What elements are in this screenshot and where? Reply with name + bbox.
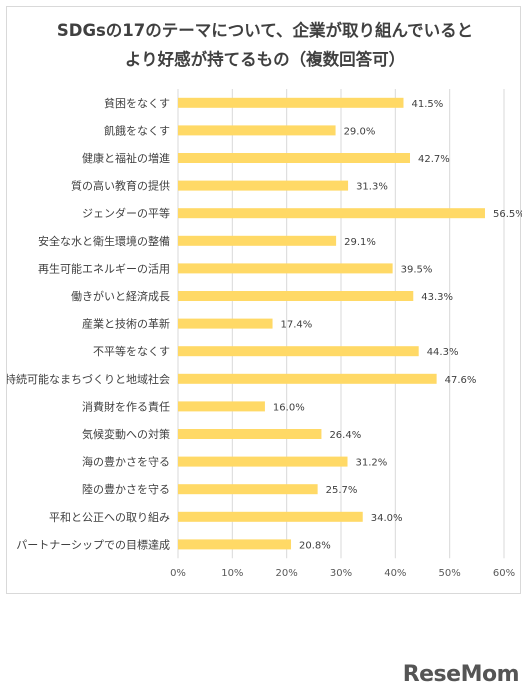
category-label: 気候変動への対策: [82, 427, 170, 441]
category-label: 健康と福祉の増進: [82, 151, 170, 165]
labels: 貧困をなくす 41.5% 飢餓をなくす 29.0% 健康と福祉の増進 42.7% 質の高い教…: [7, 97, 522, 552]
category-label: 海の豊かさを守る: [82, 455, 170, 469]
bar: [178, 125, 336, 136]
category-label: 産業と技術の革新: [82, 317, 170, 331]
data-label: 43.3%: [421, 292, 453, 303]
category-label: 持続可能なまちづくりと地域社会: [7, 372, 170, 386]
category-label: 平和と公正への取り組み: [49, 511, 170, 524]
data-label: 34.0%: [371, 513, 403, 524]
chart-title-line-1: SDGsの17のテーマについて、企業が取り組んでいると: [57, 20, 473, 40]
bars: [178, 97, 485, 550]
chart-frame: SDGsの17のテーマについて、企業が取り組んでいると より好感が持てるもの（複…: [6, 6, 522, 594]
data-label: 31.2%: [356, 458, 388, 469]
data-label: 47.6%: [445, 375, 477, 386]
category-label: パートナーシップでの目標達成: [16, 537, 170, 551]
x-tick-label: 30%: [330, 568, 352, 579]
x-axis-ticks: 0% 10% 20% 30% 40% 50% 60%: [170, 568, 515, 579]
bar: [178, 153, 411, 163]
bar: [178, 429, 322, 439]
category-label: 安全な水と衛生環境の整備: [38, 234, 170, 248]
bar: [178, 318, 273, 329]
bar: [178, 401, 265, 412]
data-label: 29.1%: [344, 237, 376, 248]
bar: [178, 539, 292, 550]
category-label: 飢餓をなくす: [104, 123, 170, 137]
category-label: 貧困をなくす: [104, 97, 170, 110]
x-tick-label: 60%: [493, 568, 515, 579]
x-tick-label: 20%: [276, 568, 298, 579]
data-label: 29.0%: [344, 126, 376, 137]
chart-title-line-2: より好感が持てるもの（複数回答可）: [125, 49, 405, 69]
bar: [178, 373, 437, 384]
x-tick-label: 10%: [221, 568, 243, 579]
data-label: 56.5%: [493, 209, 522, 220]
x-tick-label: 0%: [170, 568, 186, 579]
data-label: 41.5%: [411, 99, 443, 110]
bar: [178, 97, 404, 108]
category-label: 消費財を作る責任: [82, 399, 170, 413]
data-label: 20.8%: [299, 540, 331, 551]
bar: [178, 208, 485, 219]
data-label: 25.7%: [326, 485, 358, 496]
category-label: 不平等をなくす: [93, 344, 170, 358]
bar: [178, 291, 414, 301]
category-label: ジェンダーの平等: [82, 206, 170, 220]
data-label: 17.4%: [281, 320, 313, 331]
category-label: 陸の豊かさを守る: [82, 482, 170, 496]
category-label: 働きがいと経済成長: [71, 289, 170, 303]
category-label: 再生可能エネルギーの活用: [38, 261, 170, 275]
data-label: 31.3%: [356, 182, 388, 193]
bar: [178, 263, 393, 274]
bar: [178, 484, 318, 495]
data-label: 39.5%: [401, 264, 433, 275]
data-label: 26.4%: [329, 430, 361, 441]
bar: [178, 180, 349, 191]
category-label: 質の高い教育の提供: [71, 179, 170, 193]
gridlines: [177, 89, 505, 559]
bar-chart: SDGsの17のテーマについて、企業が取り組んでいると より好感が持てるもの（複…: [7, 20, 522, 579]
bar: [178, 511, 363, 522]
bar: [178, 456, 348, 467]
bar: [178, 235, 337, 246]
resemom-logo: ReseMom: [402, 662, 520, 687]
data-label: 42.7%: [418, 154, 450, 165]
x-tick-label: 50%: [439, 568, 461, 579]
data-label: 16.0%: [273, 402, 305, 413]
x-tick-label: 40%: [384, 568, 406, 579]
data-label: 44.3%: [427, 347, 459, 358]
bar: [178, 346, 419, 357]
